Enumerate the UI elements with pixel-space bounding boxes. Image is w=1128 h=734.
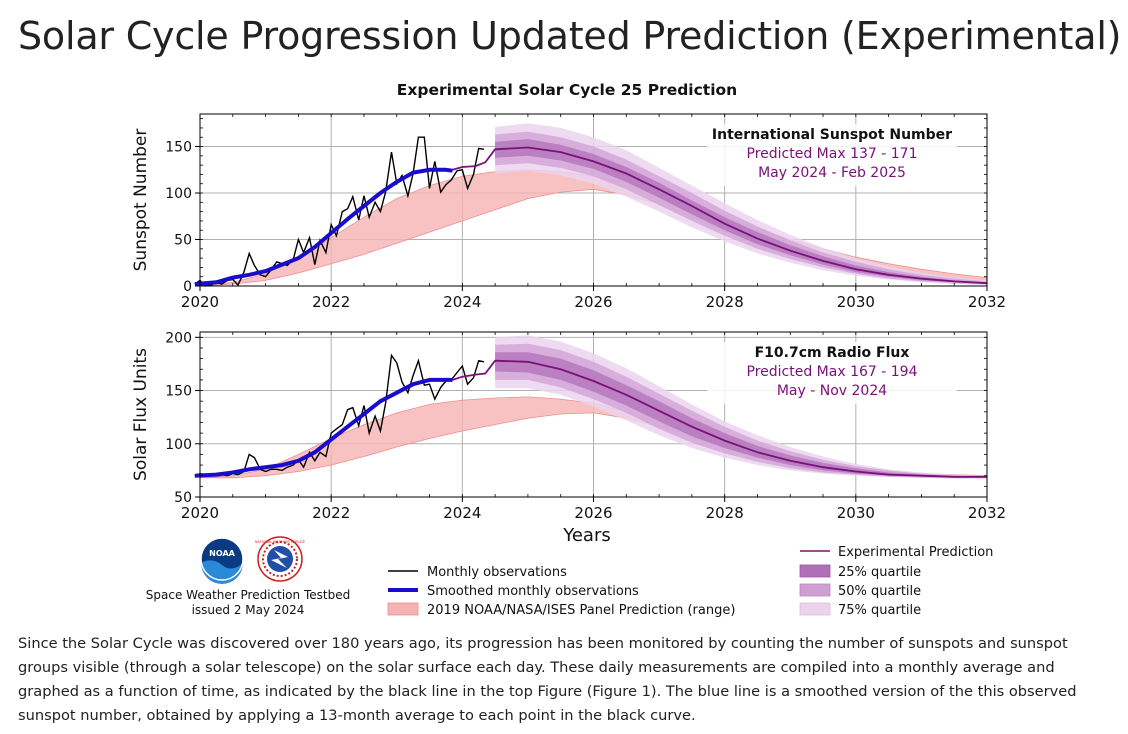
y-tick-label: 50 bbox=[174, 233, 192, 249]
x-tick-label: 2024 bbox=[443, 504, 481, 522]
x-tick-label: 2020 bbox=[181, 504, 219, 522]
sunspot-number-panel: 2020 2022 2024 2026 2028 2030 2032 0 50 100 150 Sun… bbox=[131, 113, 1006, 311]
x-tick-label: 2028 bbox=[706, 293, 744, 311]
x-tick-label: 2028 bbox=[706, 504, 744, 522]
legend-panel-label: 2019 NOAA/NASA/ISES Panel Prediction (ra… bbox=[427, 603, 735, 618]
experimental-prediction-line bbox=[452, 146, 988, 285]
x-tick-label: 2022 bbox=[312, 504, 350, 522]
solar-cycle-figure: Experimental Solar Cycle 25 Prediction 2… bbox=[131, 81, 1006, 618]
q25-band bbox=[495, 139, 987, 285]
legend-q75-label: 75% quartile bbox=[838, 603, 921, 618]
x-tick-label: 2026 bbox=[574, 293, 612, 311]
smoothed-observations-line bbox=[194, 167, 453, 287]
x-tick-label: 2030 bbox=[837, 293, 875, 311]
footer-issued: issued 2 May 2024 bbox=[192, 603, 305, 617]
radio-flux-panel: 2020 2022 2024 2026 2028 2030 2032 50 100 150 200 S… bbox=[131, 330, 1006, 522]
legend-q75-swatch bbox=[799, 602, 831, 616]
y-tick-label: 0 bbox=[183, 279, 192, 295]
x-tick-label: 2022 bbox=[312, 293, 350, 311]
caption-paragraph: Since the Solar Cycle was discovered ove… bbox=[18, 635, 1077, 724]
q75-band bbox=[495, 335, 987, 479]
q25-band bbox=[495, 352, 987, 478]
annotation-title: International Sunspot Number bbox=[712, 127, 952, 143]
annotation-box bbox=[707, 342, 957, 404]
legend-experimental: Experimental Prediction 25% quartile 50%… bbox=[799, 545, 993, 618]
nws-logo-text: NATIONAL WEATHER SERVICE bbox=[255, 540, 305, 544]
page-title: Solar Cycle Progression Updated Predicti… bbox=[18, 14, 1122, 58]
x-tick-label: 2032 bbox=[968, 504, 1006, 522]
nws-logo: NATIONAL WEATHER SERVICE bbox=[255, 536, 305, 582]
y-axis-label: Solar Flux Units bbox=[131, 348, 151, 481]
annotation-predicted-max: Predicted Max 137 - 171 bbox=[747, 146, 918, 162]
noaa-logo-text: NOAA bbox=[209, 549, 235, 558]
legend-smoothed-label: Smoothed monthly observations bbox=[427, 584, 639, 599]
noaa-logo: NOAA bbox=[200, 537, 244, 584]
annotation-predicted-max: Predicted Max 167 - 194 bbox=[747, 364, 918, 380]
q50-band bbox=[495, 343, 987, 478]
legend-q25-swatch bbox=[799, 564, 831, 578]
annotation-title: F10.7cm Radio Flux bbox=[755, 345, 910, 361]
x-tick-label: 2026 bbox=[574, 504, 612, 522]
y-tick-label: 150 bbox=[165, 140, 192, 156]
y-tick-label: 100 bbox=[165, 186, 192, 202]
legend-q25-label: 25% quartile bbox=[838, 565, 921, 580]
legend-experimental-label: Experimental Prediction bbox=[838, 545, 993, 560]
legend-panel-swatch bbox=[387, 602, 419, 616]
x-tick-label: 2024 bbox=[443, 293, 481, 311]
y-tick-label: 200 bbox=[165, 330, 192, 346]
annotation-date-range: May - Nov 2024 bbox=[777, 383, 887, 399]
experimental-prediction-line bbox=[452, 359, 987, 478]
x-tick-label: 2020 bbox=[181, 293, 219, 311]
legend-monthly-label: Monthly observations bbox=[427, 565, 567, 580]
legend-q50-label: 50% quartile bbox=[838, 584, 921, 599]
legend-observations: Monthly observations Smoothed monthly ob… bbox=[387, 565, 735, 618]
y-tick-label: 150 bbox=[165, 384, 192, 400]
legend-q50-swatch bbox=[799, 583, 831, 597]
x-tick-label: 2032 bbox=[968, 293, 1006, 311]
annotation-date-range: May 2024 - Feb 2025 bbox=[758, 165, 906, 181]
x-tick-label: 2030 bbox=[837, 504, 875, 522]
x-axis-label: Years bbox=[562, 525, 611, 546]
y-axis-label: Sunspot Number bbox=[131, 129, 151, 272]
y-tick-label: 50 bbox=[174, 490, 192, 506]
smoothed-observations-line bbox=[194, 377, 453, 478]
y-tick-label: 100 bbox=[165, 437, 192, 453]
figure-suptitle: Experimental Solar Cycle 25 Prediction bbox=[397, 81, 737, 99]
annotation-box bbox=[707, 124, 957, 186]
footer-org: Space Weather Prediction Testbed bbox=[146, 588, 350, 602]
